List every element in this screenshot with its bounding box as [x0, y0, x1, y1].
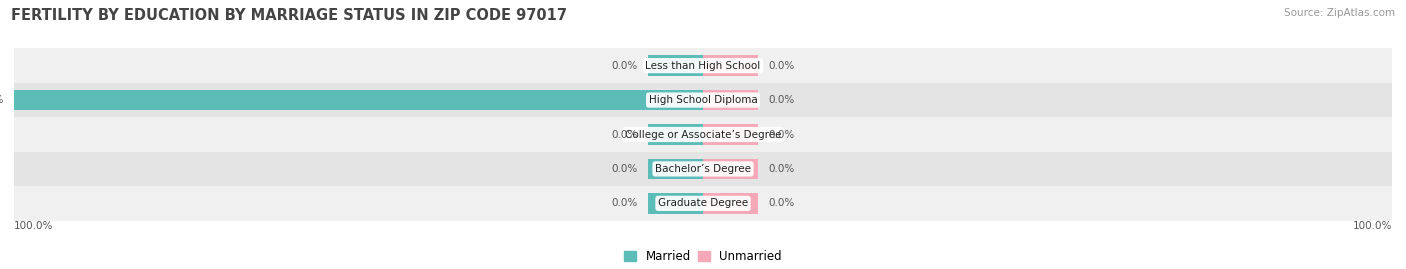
Text: High School Diploma: High School Diploma [648, 95, 758, 105]
Text: 100.0%: 100.0% [14, 221, 53, 231]
Text: 0.0%: 0.0% [769, 164, 794, 174]
Text: 0.0%: 0.0% [769, 61, 794, 71]
Text: 0.0%: 0.0% [769, 95, 794, 105]
Text: 0.0%: 0.0% [612, 61, 637, 71]
Legend: Married, Unmarried: Married, Unmarried [624, 250, 782, 263]
Bar [703, 55, 758, 76]
Bar [648, 55, 703, 76]
Bar [14, 117, 1392, 152]
Bar [703, 90, 758, 110]
Text: 0.0%: 0.0% [612, 198, 637, 208]
Text: 100.0%: 100.0% [1353, 221, 1392, 231]
Bar [703, 159, 758, 179]
Text: Graduate Degree: Graduate Degree [658, 198, 748, 208]
Bar [703, 124, 758, 145]
Bar [14, 186, 1392, 221]
Bar [648, 193, 703, 214]
Text: College or Associate’s Degree: College or Associate’s Degree [624, 129, 782, 140]
Text: 100.0%: 100.0% [0, 95, 4, 105]
Bar [14, 152, 1392, 186]
Text: FERTILITY BY EDUCATION BY MARRIAGE STATUS IN ZIP CODE 97017: FERTILITY BY EDUCATION BY MARRIAGE STATU… [11, 8, 567, 23]
Text: 0.0%: 0.0% [612, 129, 637, 140]
Bar [648, 159, 703, 179]
Bar [14, 48, 1392, 83]
Text: 0.0%: 0.0% [769, 198, 794, 208]
Text: Less than High School: Less than High School [645, 61, 761, 71]
Bar [14, 83, 1392, 117]
Bar [14, 90, 703, 110]
Text: 0.0%: 0.0% [769, 129, 794, 140]
Bar [648, 124, 703, 145]
Text: 0.0%: 0.0% [612, 164, 637, 174]
Bar [703, 193, 758, 214]
Text: Source: ZipAtlas.com: Source: ZipAtlas.com [1284, 8, 1395, 18]
Text: Bachelor’s Degree: Bachelor’s Degree [655, 164, 751, 174]
